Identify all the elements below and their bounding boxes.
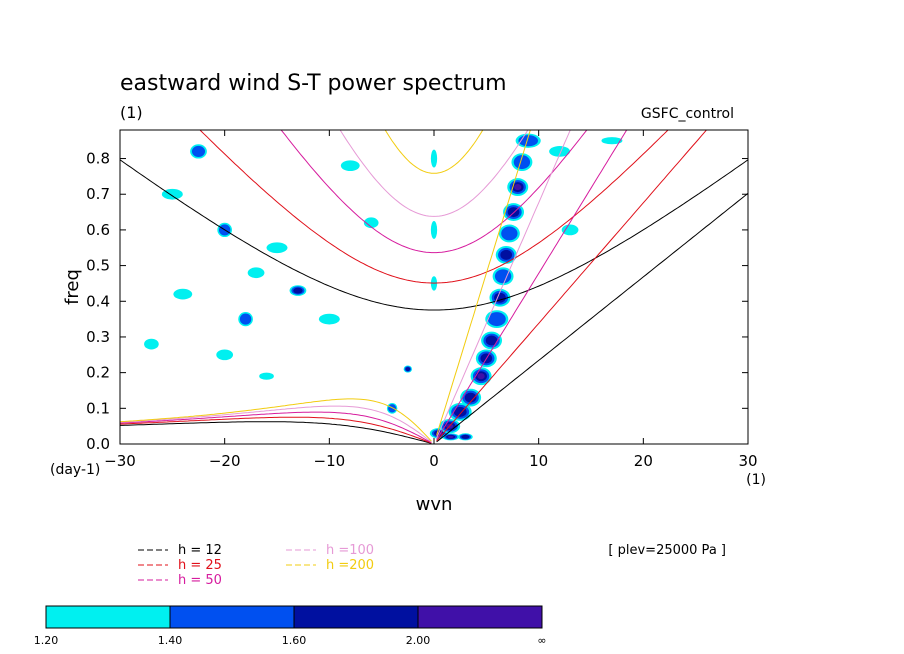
curve-ig-h12 [120, 159, 748, 311]
power-blob-32-level-0 [340, 160, 360, 172]
colorbar-label-3: 2.00 [406, 634, 431, 647]
colorbar: 1.20 1.40 1.60 2.00 ∞ [34, 605, 547, 647]
x-tick-label-4: 10 [529, 452, 548, 470]
axes: −30 −20 −10 0 10 20 30 0.0 0.1 0.2 0.3 0.4 0.5 0.6 0.7… [86, 130, 758, 470]
power-blob-21-level-1 [191, 145, 206, 157]
curve-rossby-h50 [120, 411, 432, 444]
curve-rossby-h12 [120, 421, 432, 444]
power-blob-37-level-0 [144, 338, 159, 350]
y-tick-label-0: 0.0 [86, 435, 110, 453]
colorbar-label-1: 1.40 [158, 634, 183, 647]
power-blob-6-level-2 [485, 335, 498, 346]
curve-kelvin-h200 [436, 130, 531, 436]
legend-label-2: h = 50 [178, 573, 222, 588]
power-blob-3-level-2 [464, 392, 477, 403]
power-blob-30-level-0 [173, 288, 193, 300]
power-blob-18-level-0 [430, 220, 438, 239]
units-label: (1) [120, 103, 143, 122]
curve-rossby-h100 [120, 405, 432, 443]
power-blob-17-level-3 [447, 435, 454, 439]
power-blob-34-level-0 [601, 137, 623, 145]
dataset-label: GSFC_control [641, 106, 734, 122]
curve-kelvin-h12 [436, 192, 748, 443]
curve-ig-h25 [199, 130, 669, 284]
colorbar-segment-0 [45, 605, 171, 629]
x-tick-label-0: −30 [104, 452, 136, 470]
y-tick-label-5: 0.5 [86, 257, 110, 275]
y-axis-label: freq [62, 269, 83, 305]
power-blob-7-level-1 [487, 312, 506, 327]
colorbar-label-4: ∞ [537, 634, 546, 647]
power-blob-39-level-0 [259, 372, 274, 380]
power-contours [144, 133, 623, 441]
x-units-label: (1) [746, 472, 766, 488]
power-blob-10-level-2 [500, 249, 513, 260]
power-blob-36-level-0 [247, 267, 265, 279]
y-units-label: (day-1) [50, 462, 100, 478]
x-axis-label: wvn [416, 494, 453, 515]
y-tick-label-4: 0.4 [86, 292, 110, 310]
power-blob-35-level-0 [561, 224, 579, 236]
plev-label: [ plev=25000 Pa ] [608, 543, 726, 558]
colorbar-segment-3 [417, 605, 543, 629]
legend-label-3: h =100 [326, 543, 374, 558]
power-blob-29-level-0 [318, 313, 340, 325]
curve-kelvin-h25 [436, 130, 708, 442]
y-tick-label-1: 0.1 [86, 399, 110, 417]
power-blob-4-level-3 [477, 373, 485, 380]
power-blob-24-level-2 [293, 287, 303, 294]
legend-label-0: h = 12 [178, 543, 222, 558]
power-blob-38-level-0 [363, 217, 379, 229]
y-tick-label-7: 0.7 [86, 185, 110, 203]
x-tick-label-2: −10 [314, 452, 346, 470]
curve-kelvin-h100 [436, 130, 571, 439]
power-blob-33-level-0 [549, 146, 571, 157]
curve-rossby-h200 [120, 398, 432, 442]
x-tick-label-3: 0 [429, 452, 439, 470]
colorbar-label-0: 1.20 [34, 634, 59, 647]
power-blob-31-level-0 [216, 349, 234, 361]
y-tick-label-8: 0.8 [86, 150, 110, 168]
legend-label-4: h =200 [326, 558, 374, 573]
power-blob-20-level-0 [430, 149, 438, 168]
power-blob-25-level-2 [405, 367, 411, 372]
colorbar-segment-2 [293, 605, 419, 629]
legend-label-1: h = 25 [178, 558, 222, 573]
curve-ig-h50 [280, 130, 588, 254]
colorbar-label-2: 1.60 [282, 634, 307, 647]
power-blob-16-level-2 [461, 434, 470, 439]
power-blob-11-level-1 [501, 226, 518, 241]
power-blob-22-level-1 [239, 313, 252, 325]
y-tick-label-2: 0.2 [86, 364, 110, 382]
y-tick-label-3: 0.3 [86, 328, 110, 346]
power-blob-13-level-3 [514, 184, 522, 191]
power-blob-26-level-1 [388, 404, 397, 413]
curve-kelvin-h50 [436, 130, 628, 440]
x-tick-label-6: 30 [738, 452, 757, 470]
curve-ig-h100 [339, 130, 529, 217]
power-blob-14-level-1 [513, 155, 531, 170]
curve-rossby-h25 [120, 416, 432, 444]
chart-title: eastward wind S-T power spectrum [120, 71, 507, 96]
power-blob-28-level-0 [266, 242, 288, 254]
y-tick-label-6: 0.6 [86, 221, 110, 239]
power-blob-9-level-1 [494, 269, 512, 284]
power-blob-27-level-0 [161, 188, 183, 200]
x-tick-label-1: −20 [209, 452, 241, 470]
power-blob-8-level-2 [494, 292, 506, 303]
curve-ig-h200 [384, 130, 484, 174]
colorbar-segment-1 [169, 605, 295, 629]
x-tick-label-5: 20 [634, 452, 653, 470]
dispersion-curves [120, 130, 748, 444]
